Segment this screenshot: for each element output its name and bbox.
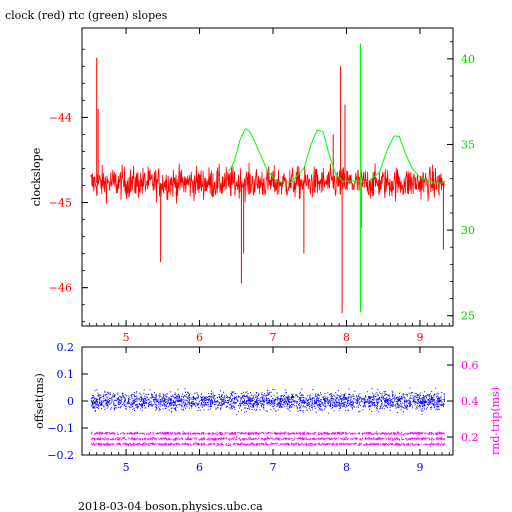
top-plot-axes: 5 6 7 8 9 −44 −45 −46 40 35 30 25: [49, 28, 475, 344]
bottom-x-tick-label: 6: [196, 461, 203, 474]
bottom-plot-axes: 5 6 7 8 9 0.2 0.1 0 −0.1 −0.2 0.6 0.4 0.2: [47, 341, 478, 474]
bottom-x-tick-label: 7: [270, 461, 277, 474]
top-x-tick-label: 6: [196, 331, 203, 344]
top-y-tick-label: −45: [49, 197, 72, 210]
bottom-plot-data: [90, 387, 446, 447]
top-y-tick-label: −46: [49, 282, 72, 295]
bottom-y-tick-label: −0.2: [47, 449, 74, 462]
bottom-y2-tick-label: 0.6: [461, 359, 479, 372]
bottom-y-tick-label: −0.1: [47, 422, 74, 435]
top-x-tick-label: 8: [343, 331, 350, 344]
top-x-tick-label: 7: [270, 331, 277, 344]
bottom-plot-y2label: rnd-trip(ms): [489, 387, 502, 455]
bottom-plot: 5 6 7 8 9 0.2 0.1 0 −0.1 −0.2 0.6 0.4 0.2 offset(ms)…: [33, 341, 502, 474]
bottom-y-tick-label: 0: [67, 395, 74, 408]
bottom-plot-ylabel: offset(ms): [33, 373, 46, 429]
top-plot: 5 6 7 8 9 −44 −45 −46 40 35 30 25 clockslope: [30, 27, 475, 344]
bottom-x-tick-label: 8: [343, 461, 350, 474]
top-x-tick-label: 5: [123, 331, 130, 344]
top-plot-data: [90, 43, 445, 314]
footer-text: 2018-03-04 boson.physics.ubc.ca: [78, 500, 263, 512]
clock-series-line: [90, 162, 445, 204]
bottom-x-tick-label: 9: [416, 461, 423, 474]
top-y2-tick-label: 40: [461, 53, 475, 66]
bottom-x-tick-label: 5: [123, 461, 130, 474]
top-y2-tick-label: 30: [461, 224, 475, 237]
top-y2-tick-label: 25: [461, 310, 475, 323]
top-y-tick-label: −44: [49, 111, 72, 124]
offset-series-points: [90, 387, 446, 416]
roundtrip-series-points: [90, 431, 445, 447]
top-y2-tick-label: 35: [461, 138, 475, 151]
bottom-y-tick-label: 0.2: [57, 341, 75, 354]
bottom-y2-tick-label: 0.4: [461, 395, 479, 408]
bottom-y-tick-label: 0.1: [57, 368, 75, 381]
top-x-tick-label: 9: [416, 331, 423, 344]
top-plot-frame: [81, 27, 454, 327]
bottom-y2-tick-label: 0.2: [461, 431, 479, 444]
top-plot-ylabel: clockslope: [30, 148, 43, 206]
rtc-series-line: [228, 128, 445, 184]
chart-title: clock (red) rtc (green) slopes: [5, 9, 168, 22]
